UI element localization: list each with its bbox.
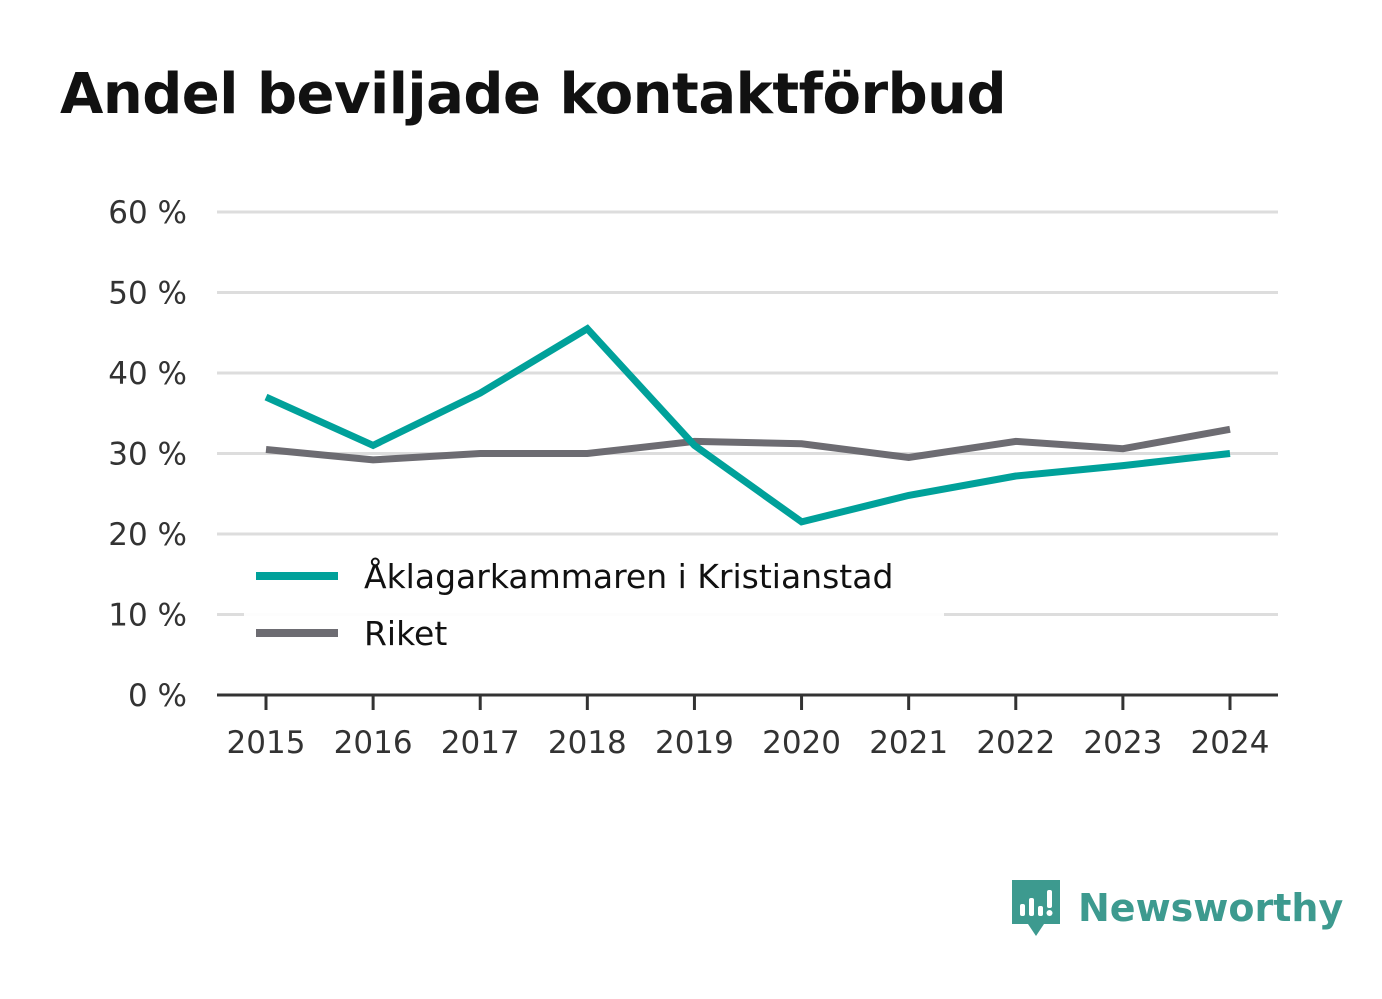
series-line-0 bbox=[264, 324, 1231, 526]
brand-name: Newsworthy bbox=[1078, 886, 1344, 930]
legend-label: Åklagarkammaren i Kristianstad bbox=[364, 556, 893, 596]
y-tick-label: 40 % bbox=[108, 356, 187, 392]
x-tick-label: 2015 bbox=[227, 725, 306, 761]
x-tick-label: 2018 bbox=[548, 725, 627, 761]
chart-title: Andel beviljade kontaktförbud bbox=[60, 62, 1007, 127]
y-tick-label: 60 % bbox=[108, 195, 187, 231]
x-tick-label: 2022 bbox=[976, 725, 1055, 761]
x-tick-label: 2016 bbox=[334, 725, 413, 761]
y-tick-label: 50 % bbox=[108, 276, 187, 312]
brand-logo: Newsworthy bbox=[1010, 878, 1343, 938]
legend-background bbox=[244, 548, 944, 660]
y-tick-label: 10 % bbox=[108, 598, 187, 634]
series-line-1 bbox=[265, 425, 1231, 464]
x-tick-label: 2021 bbox=[869, 725, 948, 761]
y-tick-label: 30 % bbox=[108, 437, 187, 473]
series-lines bbox=[264, 324, 1231, 526]
x-tick-label: 2019 bbox=[655, 725, 734, 761]
x-tick-label: 2023 bbox=[1083, 725, 1162, 761]
legend: Åklagarkammaren i Kristianstad Riket bbox=[244, 548, 944, 660]
y-axis-ticks: 0 % 10 % 20 % 30 % 40 % 50 % 60 % bbox=[108, 195, 187, 714]
y-tick-label: 0 % bbox=[128, 678, 187, 714]
x-axis-ticks: 2015 2016 2017 2018 2019 2020 2021 2022 2023 2024 bbox=[227, 695, 1270, 761]
legend-label: Riket bbox=[364, 614, 447, 653]
newsworthy-logo-icon bbox=[1012, 880, 1060, 936]
x-tick-label: 2020 bbox=[762, 725, 841, 761]
x-tick-label: 2024 bbox=[1191, 725, 1270, 761]
y-tick-label: 20 % bbox=[108, 517, 187, 553]
x-tick-label: 2017 bbox=[441, 725, 520, 761]
